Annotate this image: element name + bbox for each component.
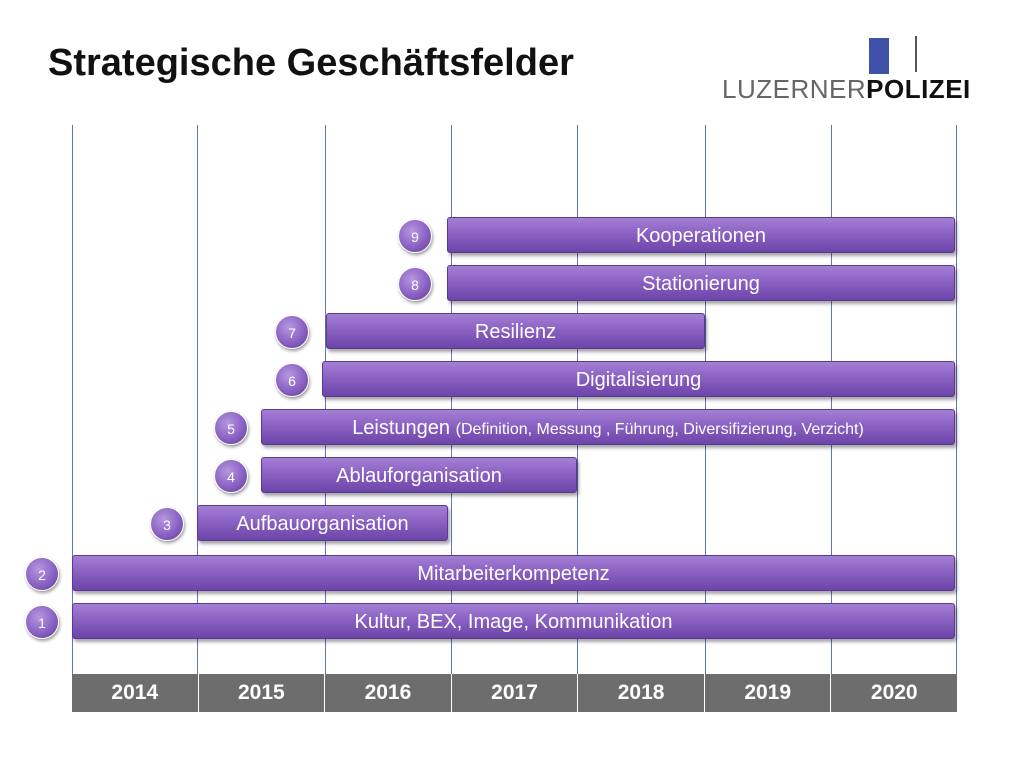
page-title: Strategische Geschäftsfelder (48, 42, 574, 84)
field-label: Mitarbeiterkompetenz (417, 563, 610, 585)
field-bar-digitalisierung: Digitalisierung (322, 361, 955, 397)
field-label: Aufbauorganisation (236, 513, 409, 535)
field-number-badge: 7 (275, 315, 309, 349)
field-bar-mitarbeiterkompetenz: Mitarbeiterkompetenz (72, 555, 955, 591)
field-bar-aufbauorganisation: Aufbauorganisation (197, 505, 448, 541)
field-label: Kooperationen (635, 225, 767, 247)
year-cell: 2018 (578, 674, 705, 712)
year-cell: 2019 (704, 674, 832, 712)
field-bar-ablauforganisation: Ablauforganisation (261, 457, 577, 493)
grid-line (325, 125, 326, 675)
luzerner-polizei-logo: LUZERNERPOLIZEI (722, 30, 982, 106)
field-number-badge: 9 (398, 219, 432, 253)
field-bar-resilienz: Resilienz (326, 313, 705, 349)
logo-bar-icon (915, 36, 917, 72)
logo-word-polizei: POLIZEI (866, 74, 971, 104)
grid-line (577, 125, 578, 675)
grid-line (705, 125, 706, 675)
year-cell: 2020 (831, 674, 958, 712)
grid-line (72, 125, 73, 675)
field-bar-leistungen: Leistungen (Definition, Messung , Führun… (261, 409, 955, 445)
field-bar-kultur: Kultur, BEX, Image, Kommunikation (72, 603, 955, 639)
year-cell: 2016 (325, 674, 452, 712)
field-label: Stationierung (642, 273, 760, 295)
grid-line (451, 125, 452, 675)
field-label: Digitalisierung (575, 369, 702, 391)
field-number-badge: 8 (398, 267, 432, 301)
grid-line (831, 125, 832, 675)
field-number-badge: 2 (25, 557, 59, 591)
field-bar-kooperationen: Kooperationen (447, 217, 955, 253)
field-number-badge: 3 (150, 507, 184, 541)
field-number-badge: 1 (25, 605, 59, 639)
year-cell: 2017 (451, 674, 579, 712)
field-number-badge: 6 (275, 363, 309, 397)
field-label: Resilienz (474, 321, 557, 343)
field-sublabel: (Definition, Messung , Führung, Diversif… (455, 421, 864, 438)
logo-square-icon (869, 38, 889, 74)
logo-wordmark: LUZERNERPOLIZEI (722, 74, 971, 105)
field-number-badge: 4 (214, 459, 248, 493)
field-label: Kultur, BEX, Image, Kommunikation (354, 611, 673, 633)
field-number-badge: 5 (214, 411, 248, 445)
year-cell: 2015 (198, 674, 326, 712)
field-label: Ablauforganisation (336, 465, 502, 487)
field-bar-stationierung: Stationierung (447, 265, 955, 301)
grid-line (197, 125, 198, 675)
logo-word-luzerner: LUZERNER (722, 74, 867, 104)
grid-line (956, 125, 957, 675)
year-cell: 2014 (72, 674, 199, 712)
field-label: Leistungen (352, 417, 451, 439)
year-timeline: 2014 2015 2016 2017 2018 2019 2020 (72, 674, 958, 712)
